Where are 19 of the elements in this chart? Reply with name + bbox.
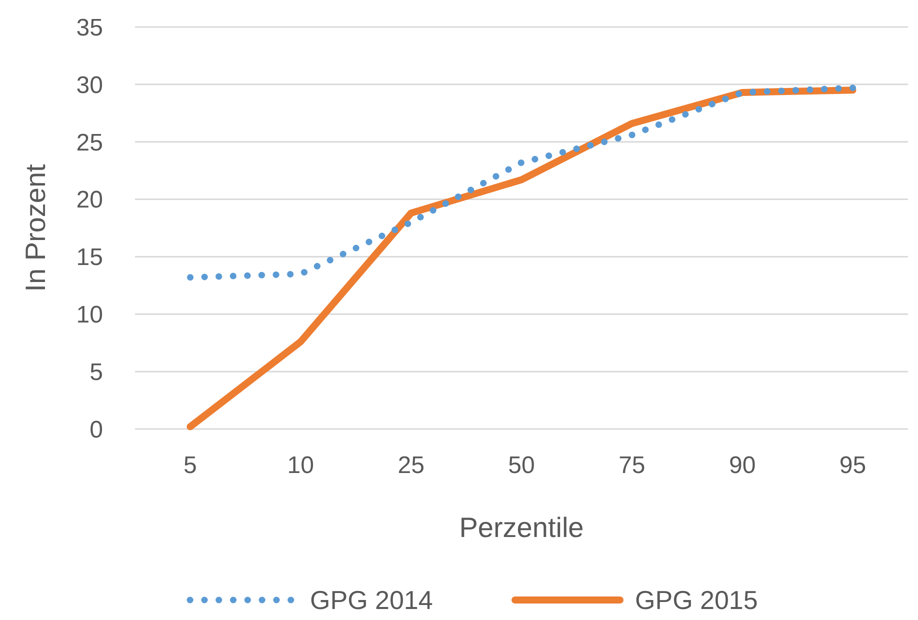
y-tick-label: 0: [90, 416, 103, 444]
x-tick-label: 25: [398, 452, 424, 479]
y-tick-label: 20: [76, 186, 103, 214]
y-tick-label: 10: [76, 302, 103, 329]
y-axis-title: In Prozent: [20, 164, 51, 292]
y-tick-label: 15: [76, 244, 103, 272]
x-tick-label: 10: [287, 452, 314, 479]
legend-label: GPG 2014: [310, 585, 433, 616]
x-tick-label: 90: [729, 452, 756, 479]
x-tick-label: 5: [184, 452, 197, 479]
y-tick-label: 5: [90, 358, 103, 386]
x-axis-title: Perzentile: [459, 512, 584, 543]
x-tick-label: 50: [508, 452, 535, 479]
y-tick-label: 25: [76, 129, 103, 156]
y-tick-label: 30: [76, 72, 103, 99]
y-tick-label: 35: [76, 14, 103, 42]
x-tick-label: 75: [618, 452, 646, 479]
legend-label: GPG 2015: [635, 585, 758, 616]
x-tick-label: 95: [839, 452, 866, 479]
